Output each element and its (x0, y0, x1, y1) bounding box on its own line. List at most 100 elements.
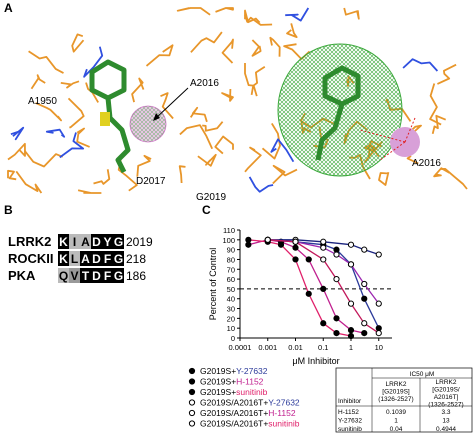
bond (60, 80, 80, 89)
bond (272, 164, 298, 185)
residue: Y (103, 235, 111, 249)
bond (45, 128, 66, 138)
residue: F (104, 269, 111, 283)
bond (244, 146, 262, 173)
y-tick-label: 50 (227, 285, 235, 294)
data-point (292, 244, 299, 251)
bond (59, 132, 85, 159)
legend-marker (188, 399, 196, 406)
bond (176, 7, 211, 16)
data-point (305, 290, 312, 297)
data-point (320, 238, 327, 245)
bond (251, 39, 262, 57)
bond (433, 167, 450, 178)
table-caption: IC50 μM (410, 371, 435, 378)
arrow (155, 87, 189, 119)
bond (24, 150, 64, 168)
panel-label: A (4, 1, 13, 15)
y-tick-label: 20 (227, 314, 235, 323)
bond (440, 168, 468, 190)
bond (28, 50, 64, 74)
data-point (264, 236, 271, 243)
bond (10, 126, 25, 141)
bond (244, 9, 261, 24)
residue-box (69, 234, 80, 249)
residue: A (81, 252, 90, 266)
legend-marker (188, 378, 196, 385)
table-cell: 0.4944 (436, 426, 456, 433)
y-tick-label: 40 (227, 295, 235, 304)
residue-box (80, 251, 91, 266)
x-tick-label: 1 (349, 343, 353, 352)
h-bonds (359, 117, 416, 161)
bond (215, 7, 234, 13)
water-mesh (130, 106, 166, 142)
residue-label: A2016 (412, 158, 441, 169)
y-tick-label: 10 (227, 324, 235, 333)
data-point (361, 329, 368, 337)
residue-box (113, 251, 124, 266)
bond (197, 153, 217, 167)
residue: A (81, 235, 90, 249)
bond (179, 124, 214, 150)
protein-name: PKA (8, 268, 36, 283)
data-point (347, 300, 355, 307)
bond (131, 77, 145, 103)
structure-right: A2016 (244, 7, 468, 193)
data-point (333, 329, 340, 337)
bond (244, 63, 255, 96)
data-point (333, 275, 340, 283)
data-point (292, 238, 299, 245)
legend-entry: G2019S/A2016T+sunitinib (200, 419, 300, 429)
legend-inhibitor: Y-27632 (268, 398, 300, 408)
bond (136, 154, 152, 177)
data-point (375, 329, 382, 337)
x-axis-label: μM Inhibitor (292, 356, 339, 366)
residue-number: 218 (126, 252, 146, 266)
residue: F (104, 252, 111, 266)
y-tick-label: 100 (222, 236, 235, 245)
bond (189, 106, 208, 123)
residue-box (91, 268, 102, 283)
legend-entry: G2019S+sunitinib (200, 387, 268, 397)
bond (248, 176, 274, 193)
legend-inhibitor: H-1152 (236, 377, 264, 387)
data-point (347, 327, 355, 334)
bond (378, 172, 390, 186)
bond (160, 92, 174, 120)
legend-inhibitor: Y-27632 (236, 366, 268, 376)
bond (221, 38, 234, 64)
residue-box (58, 268, 69, 283)
structure-left: A1950 A2016 D2017 G2019 (7, 7, 234, 203)
residue-label: A1950 (28, 96, 57, 107)
sulfur (100, 112, 110, 126)
data-point (361, 295, 368, 302)
residue-label: A2016 (190, 78, 219, 89)
residue-box (91, 234, 102, 249)
protein-name: LRRK2 (8, 234, 51, 249)
y-tick-label: 60 (227, 275, 235, 284)
bond (202, 121, 224, 132)
data-point (320, 320, 327, 327)
bond (85, 82, 99, 103)
table-cell: Y-27632 (338, 418, 362, 425)
data-point (333, 315, 340, 322)
residue-box (113, 268, 124, 283)
bond (93, 169, 111, 185)
legend-marker (188, 409, 196, 417)
legend-entry: G2019S/A2016T+H-1152 (200, 408, 296, 418)
protein-name: ROCKII (8, 251, 54, 266)
residue-number: 186 (126, 269, 146, 283)
bond (261, 122, 281, 160)
bond (83, 46, 104, 78)
bond (15, 170, 43, 194)
residue-box (102, 234, 113, 249)
legend-entry: G2019S/A2016T+Y-27632 (200, 398, 300, 408)
x-tick-label: 0.001 (258, 343, 277, 352)
x-tick-label: 0.01 (288, 343, 303, 352)
residue-box (102, 251, 113, 266)
legend-construct: G2019S+ (200, 377, 236, 387)
residue-box (102, 268, 113, 283)
bond (286, 23, 298, 38)
